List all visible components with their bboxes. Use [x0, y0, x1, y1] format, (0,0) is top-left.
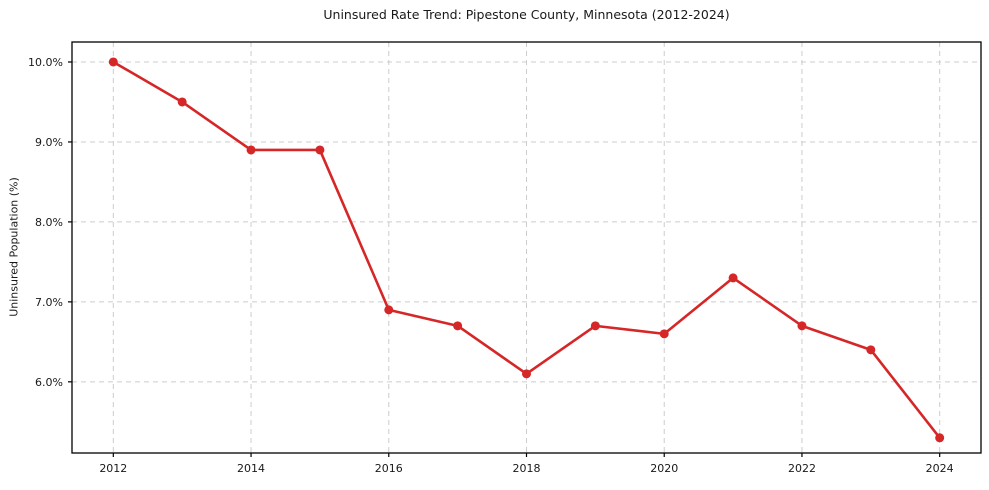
x-tick-label-2024: 2024 — [926, 462, 954, 475]
y-tick-label-6: 6.0% — [35, 376, 63, 389]
data-point-2012 — [108, 57, 118, 67]
x-tick-label-2018: 2018 — [513, 462, 541, 475]
data-point-2021 — [728, 273, 738, 283]
x-tick-label-2012: 2012 — [99, 462, 127, 475]
y-tick-label-7: 7.0% — [35, 296, 63, 309]
data-point-2015 — [315, 145, 325, 155]
data-point-2014 — [246, 145, 256, 155]
chart-title: Uninsured Rate Trend: Pipestone County, … — [323, 7, 730, 22]
x-tick-label-2016: 2016 — [375, 462, 403, 475]
data-point-2024 — [935, 433, 945, 443]
data-point-2019 — [590, 321, 600, 331]
data-point-2016 — [384, 305, 394, 315]
x-tick-label-2022: 2022 — [788, 462, 816, 475]
data-point-2023 — [866, 345, 876, 355]
data-point-2022 — [797, 321, 807, 331]
x-tick-label-2020: 2020 — [650, 462, 678, 475]
plot-border — [71, 41, 982, 454]
y-tick-label-9: 9.0% — [35, 136, 63, 149]
data-point-2020 — [659, 329, 669, 339]
data-point-2018 — [522, 369, 531, 379]
data-point-2013 — [177, 97, 187, 107]
data-point-2017 — [453, 321, 463, 331]
y-tick-label-8: 8.0% — [35, 216, 63, 229]
x-tick-label-2014: 2014 — [237, 462, 265, 475]
y-tick-label-10: 10.0% — [28, 56, 63, 69]
